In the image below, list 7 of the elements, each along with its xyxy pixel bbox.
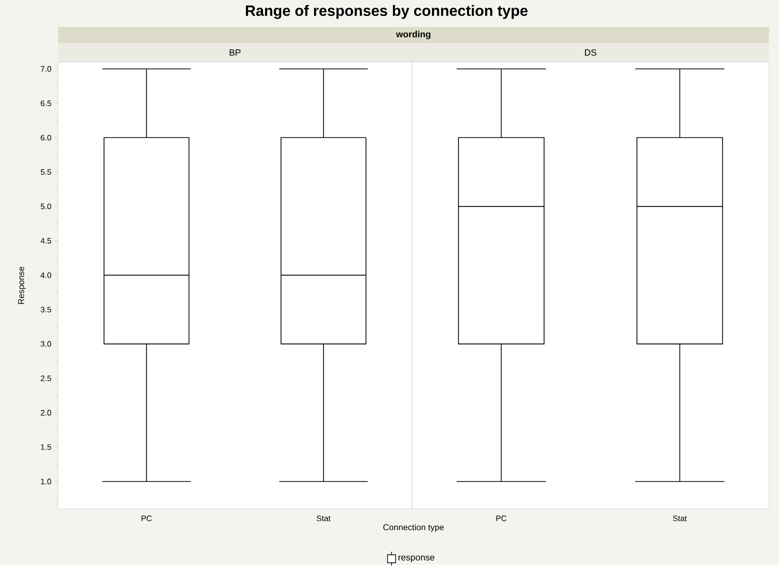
text: wording bbox=[396, 30, 430, 40]
x-axis-title: Connection type bbox=[383, 524, 444, 532]
legend-label: response bbox=[398, 556, 434, 562]
y-axis-title: Response bbox=[18, 266, 26, 304]
chart-subtitle: DS bbox=[585, 49, 596, 56]
chart-title: Range of responses by connection type bbox=[246, 4, 528, 19]
chart-subtitle: BP bbox=[230, 49, 241, 56]
